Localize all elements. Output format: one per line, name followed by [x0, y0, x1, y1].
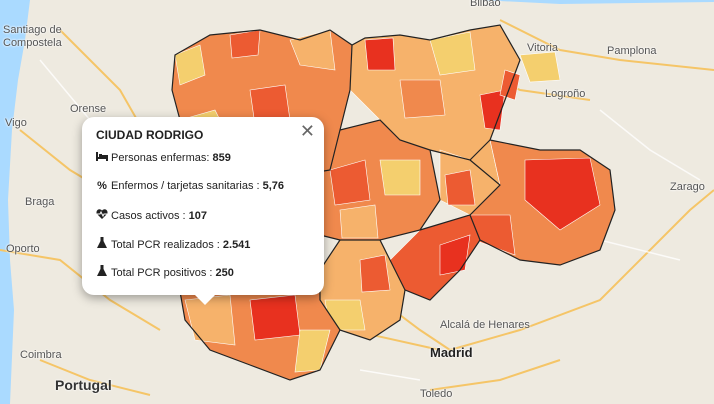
city-label-pamplona: Pamplona [607, 45, 657, 57]
atlantic-ocean [0, 0, 30, 404]
city-label-santiago-2: Compostela [3, 37, 62, 49]
city-label-toledo: Toledo [420, 388, 453, 400]
row-label: Casos activos : [111, 210, 189, 222]
row-value: 2.541 [222, 239, 251, 251]
city-label-vitoria: Vitoria [527, 42, 558, 54]
percent-icon: % [97, 180, 107, 192]
city-label-madrid: Madrid [430, 345, 473, 360]
popup-row-enfermos-tarjetas: % Enfermos / tarjetas sanitarias : 5,76 [96, 180, 284, 192]
city-label-zaragoza: Zarago [670, 181, 705, 193]
row-label: Personas enfermas: [111, 152, 213, 164]
row-label: Enfermos / tarjetas sanitarias : [111, 180, 263, 192]
bed-icon [96, 152, 108, 164]
row-value: 859 [212, 152, 231, 164]
city-label-orense: Orense [70, 103, 107, 115]
row-label: Total PCR positivos : [111, 267, 216, 279]
popup-title: CIUDAD RODRIGO [96, 128, 204, 142]
popup-row-pcr-positivos: Total PCR positivos : 250 [96, 265, 234, 279]
popup-row-pcr-realizados: Total PCR realizados : 2.541 [96, 237, 250, 251]
city-label-alcala: Alcalá de Henares [440, 319, 530, 331]
row-value: 107 [188, 210, 207, 222]
city-label-bilbao: Bilbao [470, 0, 501, 9]
info-popup: CIUDAD RODRIGO ✕ Personas enfermas: 859 … [82, 117, 324, 305]
row-value: 250 [215, 267, 234, 279]
city-label-oporto: Oporto [6, 243, 40, 255]
city-label-coimbra: Coimbra [20, 349, 62, 361]
cantabrian-sea [0, 0, 714, 4]
flask-icon [96, 237, 108, 251]
row-label: Total PCR realizados : [111, 239, 223, 251]
flask-icon [96, 265, 108, 279]
heartbeat-icon [96, 209, 108, 222]
country-label-portugal: Portugal [55, 377, 112, 393]
city-label-vigo: Vigo [5, 117, 27, 129]
popup-row-personas-enfermas: Personas enfermas: 859 [96, 152, 231, 164]
close-icon[interactable]: ✕ [299, 121, 315, 141]
popup-pointer [194, 294, 216, 305]
city-label-logrono: Logroño [545, 88, 586, 100]
choropleth-regions [171, 24, 616, 381]
city-label-braga: Braga [25, 196, 55, 208]
row-value: 5,76 [262, 180, 285, 192]
city-label-santiago: Santiago de [3, 24, 62, 36]
popup-row-casos-activos: Casos activos : 107 [96, 209, 207, 222]
